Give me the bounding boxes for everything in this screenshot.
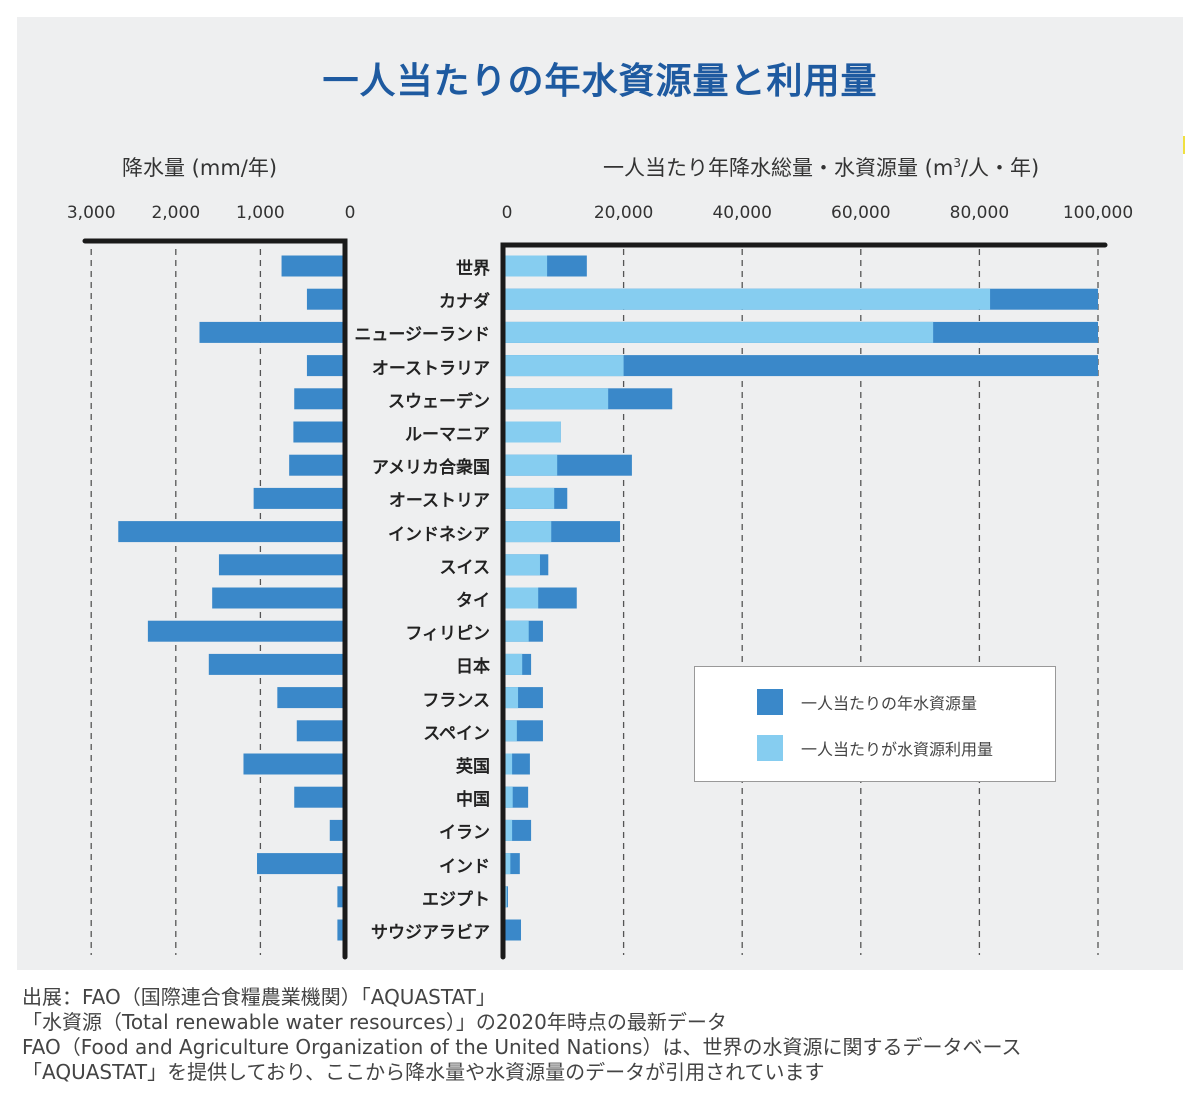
precipitation-bar [281,255,345,277]
precipitation-bar [118,521,345,543]
precipitation-bar [294,786,345,808]
right-axis-title-sup: 3 [953,156,961,170]
left-axis-title: 降水量 (mm/年) [122,156,278,180]
right-axis-frame [500,242,1108,960]
precipitation-bar [218,554,345,576]
precipitation-bar [212,587,345,609]
edge-mark [1183,136,1185,154]
precipitation-bar [277,687,345,709]
left-axis-frame [82,238,348,960]
precipitation-bar [306,355,345,377]
usage-bar [505,321,934,343]
resource-bar [505,355,1098,377]
country-label: 英国 [456,757,490,777]
country-label: 世界 [456,259,490,279]
source-line: 「水資源（Total renewable water resources）」の2… [22,1010,727,1034]
country-label: オーストラリア [371,358,490,379]
right-tick-label: 60,000 [831,203,891,223]
usage-bar [505,720,517,742]
right-axis-title-main: 一人当たり年降水総量・水資源量 (m [603,156,954,180]
usage-bar [505,454,558,476]
usage-bar [505,786,513,808]
right-tick-label: 0 [501,203,513,223]
right-tick-label: 100,000 [1062,203,1134,223]
country-label: インドネシア [388,524,490,545]
precipitation-bar [147,620,345,642]
country-label: 中国 [456,790,490,811]
country-label: ルーマニア [405,425,490,445]
country-label: インド [439,856,490,877]
country-label: アメリカ合衆国 [371,458,490,479]
right-axis-title: 一人当たり年降水総量・水資源量 (m3/人・年) [603,152,1039,182]
precipitation-bar [208,653,345,675]
usage-bar [505,421,561,443]
precipitation-bar [243,753,345,775]
country-label: スウェーデン [388,391,490,412]
usage-bar [505,886,507,908]
legend-item-resources: 一人当たりの年水資源量 [757,689,977,715]
usage-bar [505,355,624,377]
usage-bar [505,853,511,875]
country-label: フランス [422,690,490,711]
legend-swatch-resources [757,689,783,715]
left-tick-label: 1,000 [236,203,285,223]
country-label: フィリピン [405,624,490,645]
source-line: FAO（Food and Agriculture Organization of… [22,1035,1022,1059]
chart-panel [17,17,1183,970]
right-axis-title-tail: /人・年) [960,156,1040,180]
legend-label-resources: 一人当たりの年水資源量 [801,694,978,713]
precipitation-bar [293,421,345,443]
right-tick-label: 80,000 [949,203,1010,223]
precipitation-bar [294,388,345,410]
right-tick-label: 20,000 [593,203,654,223]
precipitation-bar [296,720,345,742]
legend-label-usage: 一人当たりが水資源利用量 [801,740,994,759]
legend-swatch-usage [757,735,783,761]
precipitation-bar [329,819,345,841]
usage-bar [505,255,548,277]
precipitation-bar [337,886,345,908]
precipitation-bar [199,321,345,343]
country-label: タイ [456,591,490,611]
country-label: オーストリア [388,491,490,512]
precipitation-bar [253,487,345,509]
country-label: スイス [439,557,491,578]
legend: 一人当たりの年水資源量 一人当たりが水資源利用量 [694,666,1056,782]
usage-bar [505,487,555,509]
precipitation-bar [306,288,345,310]
usage-bar [505,620,529,642]
right-tick-label: 40,000 [712,203,772,223]
usage-bar [505,819,513,841]
precipitation-bar [289,454,345,476]
left-tick-label: 3,000 [66,203,116,223]
source-note: 出展：FAO（国際連合食糧農業機関）「AQUASTAT」 「水資源（Total … [22,985,1021,1085]
legend-item-usage: 一人当たりが水資源利用量 [757,735,993,761]
source-line: 出展：FAO（国際連合食糧農業機関）「AQUASTAT」 [22,985,496,1009]
left-tick-label: 2,000 [151,203,201,223]
country-label: イラン [439,823,490,844]
usage-bar [505,587,539,609]
country-label: サウジアラビア [371,923,490,943]
usage-bar [505,521,552,543]
country-label: カナダ [439,292,490,313]
usage-bar [505,687,519,709]
country-label: ニュージーランド [354,325,490,346]
usage-bar [505,753,513,775]
left-tick-label: 0 [344,203,356,223]
usage-bar [505,653,523,675]
country-label: スペイン [423,723,490,744]
usage-bar [505,554,540,576]
country-label: 日本 [456,657,490,678]
usage-bar [505,288,991,310]
chart-title: 一人当たりの年水資源量と利用量 [322,61,878,102]
country-label: エジプト [422,889,490,910]
precipitation-bar [257,853,345,875]
resource-bar [505,919,522,941]
usage-bar [505,388,609,410]
source-line: 「AQUASTAT」を提供しており、ここから降水量や水資源量のデータが引用されて… [22,1060,825,1084]
precipitation-bar [337,919,345,941]
